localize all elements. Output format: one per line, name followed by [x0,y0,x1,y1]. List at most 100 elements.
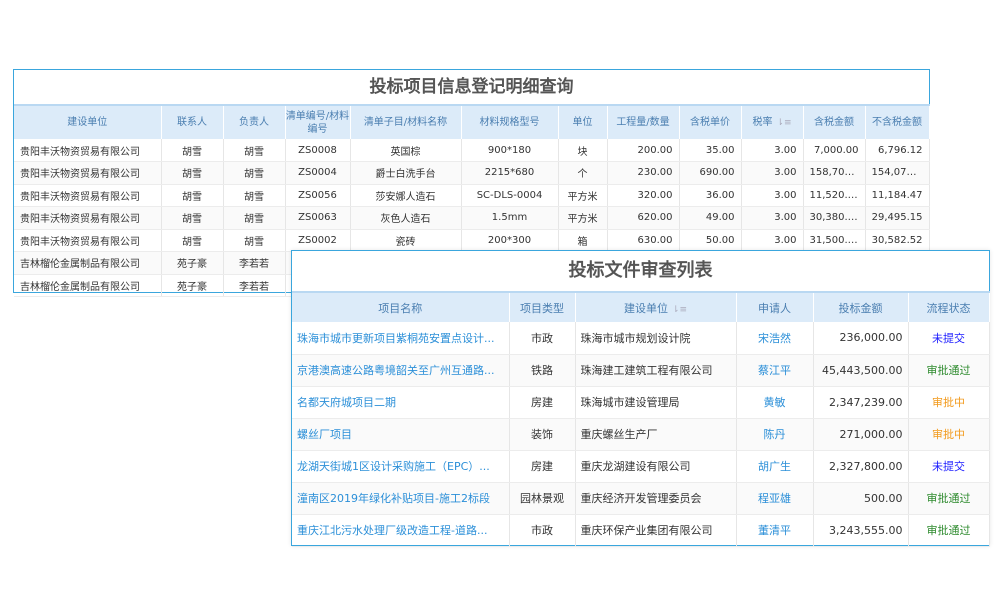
table-cell: 50.00 [679,229,742,252]
table-cell: 620.00 [607,206,680,230]
table-cell: 箱 [558,229,608,252]
column-header-label: 含税单价 [690,117,730,128]
table-cell: 胡雪 [161,184,224,207]
column-header[interactable]: 工程量/数量 [607,104,680,139]
column-header[interactable]: 单位 [558,104,608,139]
table-row[interactable]: 贵阳丰沃物资贸易有限公司 胡雪 胡雪 ZS0063 灰色人造石 1.5mm 平方米 620.0… [14,206,930,230]
table-row[interactable]: 贵阳丰沃物资贸易有限公司 胡雪 胡雪 ZS0056 莎安娜人造石 SC-DLS-0004 平… [14,184,930,207]
applicant-link[interactable]: 宋浩然 [736,322,814,355]
table-cell: 吉林榴伦金属制品有限公司 [14,251,162,275]
column-header[interactable]: 负责人 [223,104,286,139]
column-header[interactable]: 材料规格型号 [461,104,559,139]
project-name-link[interactable]: 珠海市城市更新项目紫桐苑安置点设计... [292,322,510,355]
table-row[interactable]: 贵阳丰沃物资贸易有限公司 胡雪 胡雪 ZS0008 英国棕 900*180 块 200.00 3… [14,139,930,162]
column-header-label: 建设单位 [67,117,108,128]
table-cell: 贵阳丰沃物资贸易有限公司 [14,161,162,185]
review-table: 项目名称 项目类型 建设单位 ⇂≡ 申请人 投标金额 流程状态 珠海市城市更新项目紫桐苑安置点… [292,291,990,547]
column-header-label: 建设单位 [623,301,668,315]
table-cell: 胡雪 [223,229,286,252]
table-cell: 贵阳丰沃物资贸易有限公司 [14,206,162,230]
applicant-link[interactable]: 黄敏 [736,386,814,419]
construction-unit: 重庆经济开发管理委员会 [575,482,737,515]
column-header-label: 材料规格型号 [479,117,540,128]
project-name-link[interactable]: 京港澳高速公路粤境韶关至广州互通路... [292,354,510,387]
column-header[interactable]: 申请人 [736,291,814,322]
table-row[interactable]: 名都天府城项目二期 房建 珠海城市建设管理局 黄敏 2,347,239.00 审批中 [292,386,990,419]
column-header[interactable]: 项目类型 [509,291,576,322]
construction-unit: 重庆龙湖建设有限公司 [575,450,737,483]
table-cell: 320.00 [607,184,680,207]
table-row[interactable]: 龙湖天街城1区设计采购施工（EPC）... 房建 重庆龙湖建设有限公司 胡广生 2,32… [292,450,990,483]
column-header[interactable]: 投标金额 [813,291,909,322]
table-row[interactable]: 重庆江北污水处理厂级改造工程-道路... 市政 重庆环保产业集团有限公司 董清平 3,2… [292,514,990,547]
column-header-label: 清单子目/材料名称 [363,117,448,128]
column-header-label: 申请人 [758,301,791,315]
column-header[interactable]: 流程状态 [908,291,990,322]
table-row[interactable]: 珠海市城市更新项目紫桐苑安置点设计... 市政 珠海市城市规划设计院 宋浩然 236,0… [292,322,990,355]
status-badge: 审批中 [908,386,990,419]
table-row[interactable]: 贵阳丰沃物资贸易有限公司 胡雪 胡雪 ZS0004 爵士白洗手台 2215*680 个 230… [14,161,930,185]
project-type: 装饰 [509,418,576,451]
project-name-link[interactable]: 螺丝厂项目 [292,418,510,451]
table-row[interactable]: 潼南区2019年绿化补贴项目-施工2标段 园林景观 重庆经济开发管理委员会 程亚雄 50… [292,482,990,515]
project-name-link[interactable]: 龙湖天街城1区设计采购施工（EPC）... [292,450,510,483]
bid-detail-panel: 投标项目信息登记明细查询 建设单位 联系人 负责人 清单编号/材料编号 清单子目/材料名… [13,69,930,297]
project-type: 铁路 [509,354,576,387]
applicant-link[interactable]: 胡广生 [736,450,814,483]
table-cell: 胡雪 [223,161,286,185]
table-cell: 贵阳丰沃物资贸易有限公司 [14,184,162,207]
project-name-link[interactable]: 名都天府城项目二期 [292,386,510,419]
column-header[interactable]: 税率 ⇂≡ [741,104,804,139]
table-cell: 154,077.... [865,161,930,185]
column-header[interactable]: 含税单价 [679,104,742,139]
table-cell: 11,520.00 [803,184,866,207]
table-cell: 贵阳丰沃物资贸易有限公司 [14,139,162,162]
column-header[interactable]: 清单编号/材料编号 [285,104,351,139]
project-type: 园林景观 [509,482,576,515]
bid-review-panel: 投标文件审查列表 项目名称 项目类型 建设单位 ⇂≡ 申请人 投标金额 流程状态 珠海市城市更… [291,250,990,547]
column-header[interactable]: 不含税金额 [865,104,930,139]
applicant-link[interactable]: 蔡江平 [736,354,814,387]
status-badge: 未提交 [908,322,990,355]
column-header-label: 流程状态 [926,301,971,315]
project-name-link[interactable]: 潼南区2019年绿化补贴项目-施工2标段 [292,482,510,515]
applicant-link[interactable]: 陈丹 [736,418,814,451]
table-cell: 苑子豪 [161,251,224,275]
column-header-label: 不含税金额 [872,117,922,128]
column-header-label: 投标金额 [838,301,883,315]
review-title: 投标文件审查列表 [568,260,713,281]
applicant-link[interactable]: 程亚雄 [736,482,814,515]
project-name-link[interactable]: 重庆江北污水处理厂级改造工程-道路... [292,514,510,547]
table-cell: 49.00 [679,206,742,230]
construction-unit: 珠海建工建筑工程有限公司 [575,354,737,387]
column-header[interactable]: 清单子目/材料名称 [350,104,462,139]
table-row[interactable]: 京港澳高速公路粤境韶关至广州互通路... 铁路 珠海建工建筑工程有限公司 蔡江平 45,… [292,354,990,387]
sort-icon[interactable]: ⇂≡ [671,304,688,315]
column-header[interactable]: 建设单位 ⇂≡ [575,291,737,322]
table-cell: 英国棕 [350,139,462,162]
bid-amount: 236,000.00 [813,322,909,355]
table-cell: 3.00 [741,184,804,207]
table-cell: 苑子豪 [161,274,224,297]
column-header-label: 含税金额 [814,117,854,128]
column-header[interactable]: 联系人 [161,104,224,139]
table-cell: 900*180 [461,139,559,162]
table-cell: 35.00 [679,139,742,162]
detail-title: 投标项目信息登记明细查询 [369,77,574,97]
table-cell: 630.00 [607,229,680,252]
table-cell: 平方米 [558,184,608,207]
construction-unit: 珠海城市建设管理局 [575,386,737,419]
table-cell: ZS0002 [285,229,351,252]
table-row[interactable]: 贵阳丰沃物资贸易有限公司 胡雪 胡雪 ZS0002 瓷砖 200*300 箱 630.00 50… [14,229,930,252]
sort-icon[interactable]: ⇂≡ [776,117,792,128]
column-header[interactable]: 建设单位 [14,104,162,139]
project-type: 房建 [509,386,576,419]
applicant-link[interactable]: 董清平 [736,514,814,547]
bid-amount: 45,443,500.00 [813,354,909,387]
table-cell: 11,184.47 [865,184,930,207]
table-cell: 灰色人造石 [350,206,462,230]
table-row[interactable]: 螺丝厂项目 装饰 重庆螺丝生产厂 陈丹 271,000.00 审批中 [292,418,990,451]
column-header[interactable]: 含税金额 [803,104,866,139]
column-header[interactable]: 项目名称 [292,291,510,322]
bid-amount: 3,243,555.00 [813,514,909,547]
